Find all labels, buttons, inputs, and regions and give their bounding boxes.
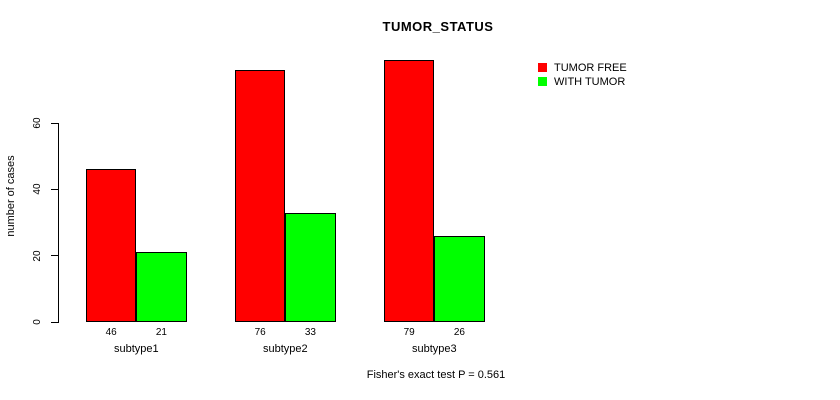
bar-tumor-free-subtype1 — [86, 169, 137, 322]
legend-label-tumor-free: TUMOR FREE — [554, 61, 627, 74]
bar-tumor-free-subtype3 — [384, 59, 435, 322]
bar-value-label: 26 — [453, 327, 465, 338]
y-tick-label: 0 — [32, 319, 43, 325]
y-tick-mark — [51, 122, 58, 124]
legend: TUMOR FREE WITH TUMOR — [538, 61, 627, 89]
with-tumor-swatch-icon — [538, 77, 547, 86]
bar-value-label: 33 — [304, 327, 316, 338]
bar-value-label: 79 — [403, 327, 415, 338]
bar-with-tumor-subtype1 — [136, 252, 187, 322]
legend-item-tumor-free: TUMOR FREE — [538, 61, 627, 74]
y-axis-label: number of cases — [5, 155, 17, 237]
annotation-text: Fisher's exact test P = 0.561 — [366, 369, 506, 381]
category-label-subtype1: subtype1 — [113, 343, 159, 355]
y-tick-mark — [51, 188, 58, 190]
y-tick-mark — [51, 321, 58, 323]
category-label-subtype2: subtype2 — [262, 343, 308, 355]
tumor-free-swatch-icon — [538, 63, 547, 72]
bar-with-tumor-subtype2 — [285, 212, 336, 322]
category-label-subtype3: subtype3 — [411, 343, 457, 355]
y-tick-label: 60 — [32, 117, 43, 129]
chart-title: TUMOR_STATUS — [382, 19, 494, 34]
y-axis-line — [58, 123, 59, 323]
legend-label-with-tumor: WITH TUMOR — [554, 75, 626, 88]
bar-value-label: 46 — [105, 327, 117, 338]
bar-tumor-free-subtype2 — [235, 69, 286, 322]
y-tick-mark — [51, 255, 58, 257]
y-tick-label: 40 — [32, 183, 43, 195]
bar-value-label: 76 — [254, 327, 266, 338]
bar-value-label: 21 — [155, 327, 167, 338]
y-tick-label: 20 — [32, 250, 43, 262]
legend-item-with-tumor: WITH TUMOR — [538, 75, 627, 88]
bar-with-tumor-subtype3 — [434, 235, 485, 322]
